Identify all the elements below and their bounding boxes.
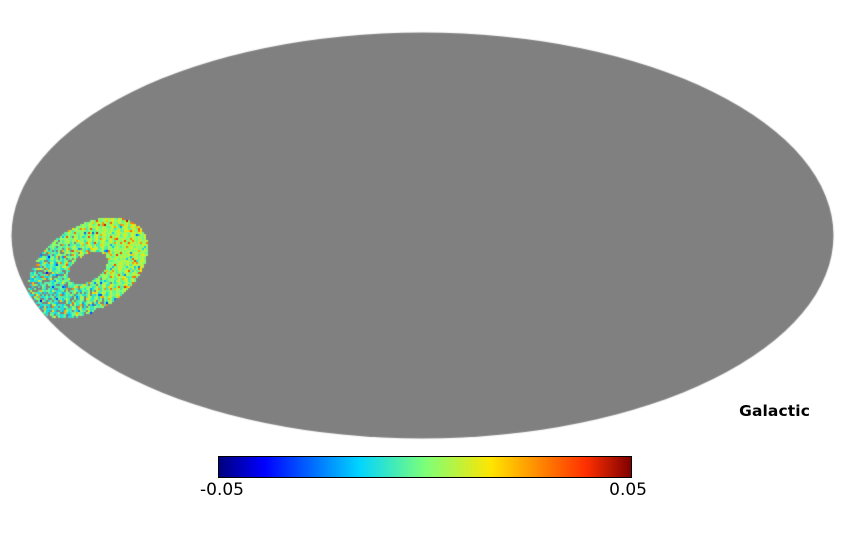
colorbar-max-label: 0.05	[609, 480, 647, 500]
coordinate-system-label: Galactic	[739, 402, 810, 420]
colorbar	[218, 456, 632, 478]
colorbar-min-label: -0.05	[200, 480, 244, 500]
colorbar-gradient	[218, 456, 632, 478]
